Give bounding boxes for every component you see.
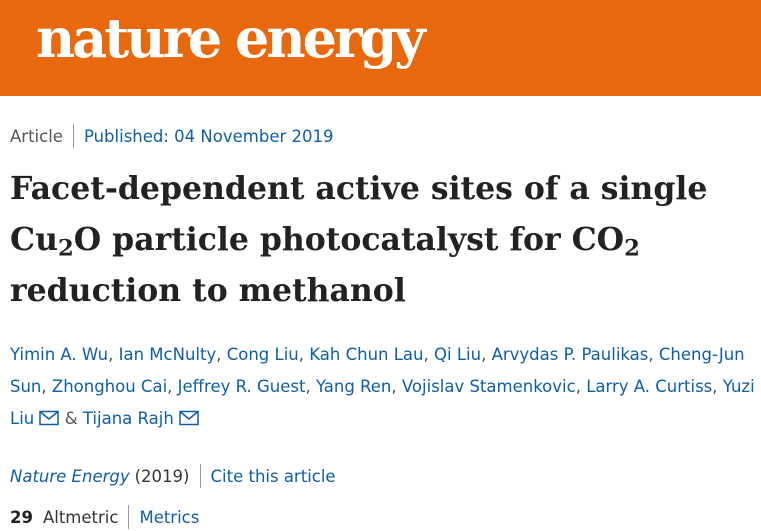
author-link[interactable]: Ian McNulty bbox=[118, 345, 217, 364]
author-link[interactable]: Cong Liu bbox=[226, 345, 299, 364]
metrics-row: 29 Altmetric Metrics bbox=[10, 505, 199, 529]
citation-row: Nature Energy (2019) Cite this article bbox=[10, 464, 336, 488]
altmetric-label: Altmetric bbox=[42, 507, 119, 527]
metrics-link[interactable]: Metrics bbox=[139, 507, 200, 527]
author-link[interactable]: Jeffrey R. Guest bbox=[177, 377, 306, 396]
title-line-3: reduction to methanol bbox=[10, 272, 406, 309]
author-link[interactable]: Vojislav Stamenkovic bbox=[401, 377, 576, 396]
author-link[interactable]: Tijana Rajh bbox=[82, 409, 174, 428]
article-title: Facet-dependent active sites of a single… bbox=[10, 163, 750, 316]
article-meta: Article Published: 04 November 2019 bbox=[10, 124, 334, 148]
journal-name[interactable]: Nature Energy bbox=[10, 466, 130, 486]
article-type: Article bbox=[10, 126, 63, 146]
title-line-2a: Cu bbox=[10, 221, 58, 258]
divider bbox=[72, 124, 74, 148]
title-subscript-2: 2 bbox=[624, 235, 640, 262]
published-date: Published: 04 November 2019 bbox=[83, 126, 334, 146]
journal-logo[interactable]: nature energy bbox=[36, 6, 426, 70]
author-list: Yimin A. Wu, Ian McNulty, Cong Liu, Kah … bbox=[10, 345, 755, 428]
author-link[interactable]: Cheng-Jun Sun bbox=[10, 345, 745, 396]
cite-this-article-link[interactable]: Cite this article bbox=[210, 466, 336, 486]
mail-icon[interactable] bbox=[179, 410, 199, 426]
site-header: nature energy bbox=[0, 0, 761, 96]
author-link[interactable]: Yuzi Liu bbox=[10, 377, 755, 428]
title-subscript-1: 2 bbox=[57, 235, 74, 262]
title-line-2b: O particle photocatalyst for CO bbox=[73, 221, 625, 258]
journal-year: (2019) bbox=[134, 466, 190, 486]
author-link[interactable]: Larry A. Curtiss bbox=[586, 377, 713, 396]
altmetric-score: 29 bbox=[10, 507, 33, 527]
author-link[interactable]: Zhonghou Cai bbox=[51, 377, 168, 396]
author-link[interactable]: Qi Liu bbox=[434, 345, 482, 364]
author-link[interactable]: Arvydas P. Paulikas bbox=[491, 345, 649, 364]
mail-icon[interactable] bbox=[39, 410, 60, 426]
author-link[interactable]: Kah Chun Lau bbox=[309, 345, 424, 364]
author-link[interactable]: Yimin A. Wu bbox=[10, 345, 109, 364]
author-and: & bbox=[64, 409, 78, 428]
divider bbox=[199, 464, 201, 488]
author-link[interactable]: Yang Ren bbox=[315, 377, 392, 396]
divider bbox=[128, 505, 130, 529]
title-line-1: Facet-dependent active sites of a single bbox=[10, 170, 708, 207]
